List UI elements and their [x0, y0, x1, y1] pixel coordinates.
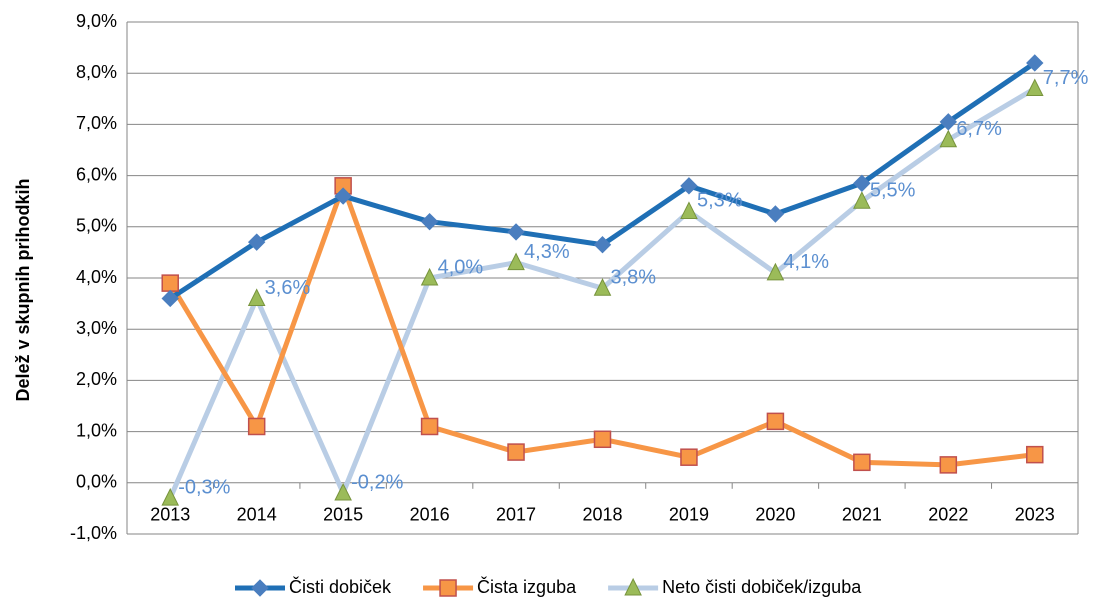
- data-point: [247, 233, 266, 251]
- y-tick-label: 5,0%: [76, 216, 117, 236]
- data-point: [1026, 445, 1044, 464]
- x-tick-label: 2018: [582, 505, 622, 525]
- data-point: [161, 289, 179, 308]
- data-label: 4,3%: [524, 241, 570, 263]
- y-tick-label: 0,0%: [76, 472, 117, 492]
- data-point: [680, 177, 698, 195]
- x-tick-label: 2015: [323, 505, 363, 525]
- x-tick-label: 2020: [755, 505, 795, 525]
- data-point: [680, 448, 698, 466]
- legend-marker: [251, 579, 269, 597]
- data-point: [247, 417, 266, 436]
- data-point: [593, 236, 612, 254]
- data-label: 6,7%: [956, 118, 1002, 140]
- data-label: -0,2%: [351, 471, 403, 493]
- data-label: -0,3%: [178, 476, 230, 498]
- data-label: 4,1%: [783, 251, 829, 273]
- legend-label: Čisti dobiček: [289, 576, 392, 597]
- legend-label: Čista izguba: [477, 576, 577, 597]
- x-tick-label: 2014: [237, 505, 277, 525]
- x-tick-label: 2021: [842, 505, 882, 525]
- data-label: 5,3%: [697, 190, 743, 212]
- y-axis-label: Delež v skupnih prihodkih: [13, 178, 33, 401]
- y-tick-label: 8,0%: [76, 62, 117, 82]
- data-point: [247, 288, 266, 306]
- data-point: [939, 113, 958, 131]
- series-line: [168, 183, 1036, 468]
- data-point: [1026, 54, 1044, 72]
- data-label: 5,5%: [870, 179, 916, 201]
- x-tick-label: 2022: [928, 505, 968, 525]
- data-label: 3,6%: [265, 277, 311, 299]
- x-tick-label: 2023: [1015, 505, 1055, 525]
- y-tick-label: -1,0%: [70, 523, 117, 543]
- data-point: [507, 252, 525, 271]
- data-point: [420, 267, 439, 286]
- data-point: [853, 453, 871, 472]
- data-point: [334, 482, 352, 501]
- y-tick-label: 9,0%: [76, 11, 117, 31]
- data-label: 3,8%: [611, 267, 657, 289]
- data-point: [766, 262, 785, 281]
- data-point: [853, 174, 871, 192]
- x-tick-label: 2013: [150, 505, 190, 525]
- legend-marker: [624, 577, 642, 596]
- data-label: 4,0%: [438, 256, 484, 278]
- x-tick-label: 2019: [669, 505, 709, 525]
- y-tick-label: 4,0%: [76, 267, 117, 287]
- data-point: [766, 205, 785, 223]
- data-label: 7,7%: [1043, 67, 1089, 89]
- data-point: [420, 212, 439, 231]
- data-point: [593, 430, 612, 449]
- y-tick-label: 2,0%: [76, 369, 117, 389]
- data-point: [161, 488, 180, 506]
- data-point: [939, 129, 958, 148]
- legend-marker: [439, 579, 457, 597]
- data-point: [853, 191, 871, 209]
- y-tick-label: 7,0%: [76, 113, 117, 133]
- data-point: [593, 278, 612, 296]
- data-point: [1025, 78, 1044, 97]
- data-point: [766, 412, 785, 431]
- y-tick-label: 6,0%: [76, 164, 117, 184]
- legend-label: Neto čisti dobiček/izguba: [662, 577, 862, 597]
- data-point: [161, 274, 179, 292]
- x-tick-label: 2017: [496, 505, 536, 525]
- data-point: [680, 201, 698, 219]
- x-tick-label: 2016: [410, 505, 450, 525]
- data-point: [507, 223, 525, 241]
- data-point: [420, 417, 439, 436]
- data-point: [939, 456, 958, 474]
- data-point: [507, 443, 525, 461]
- y-tick-label: 3,0%: [76, 318, 117, 338]
- y-tick-label: 1,0%: [76, 420, 117, 440]
- data-point: [334, 187, 352, 205]
